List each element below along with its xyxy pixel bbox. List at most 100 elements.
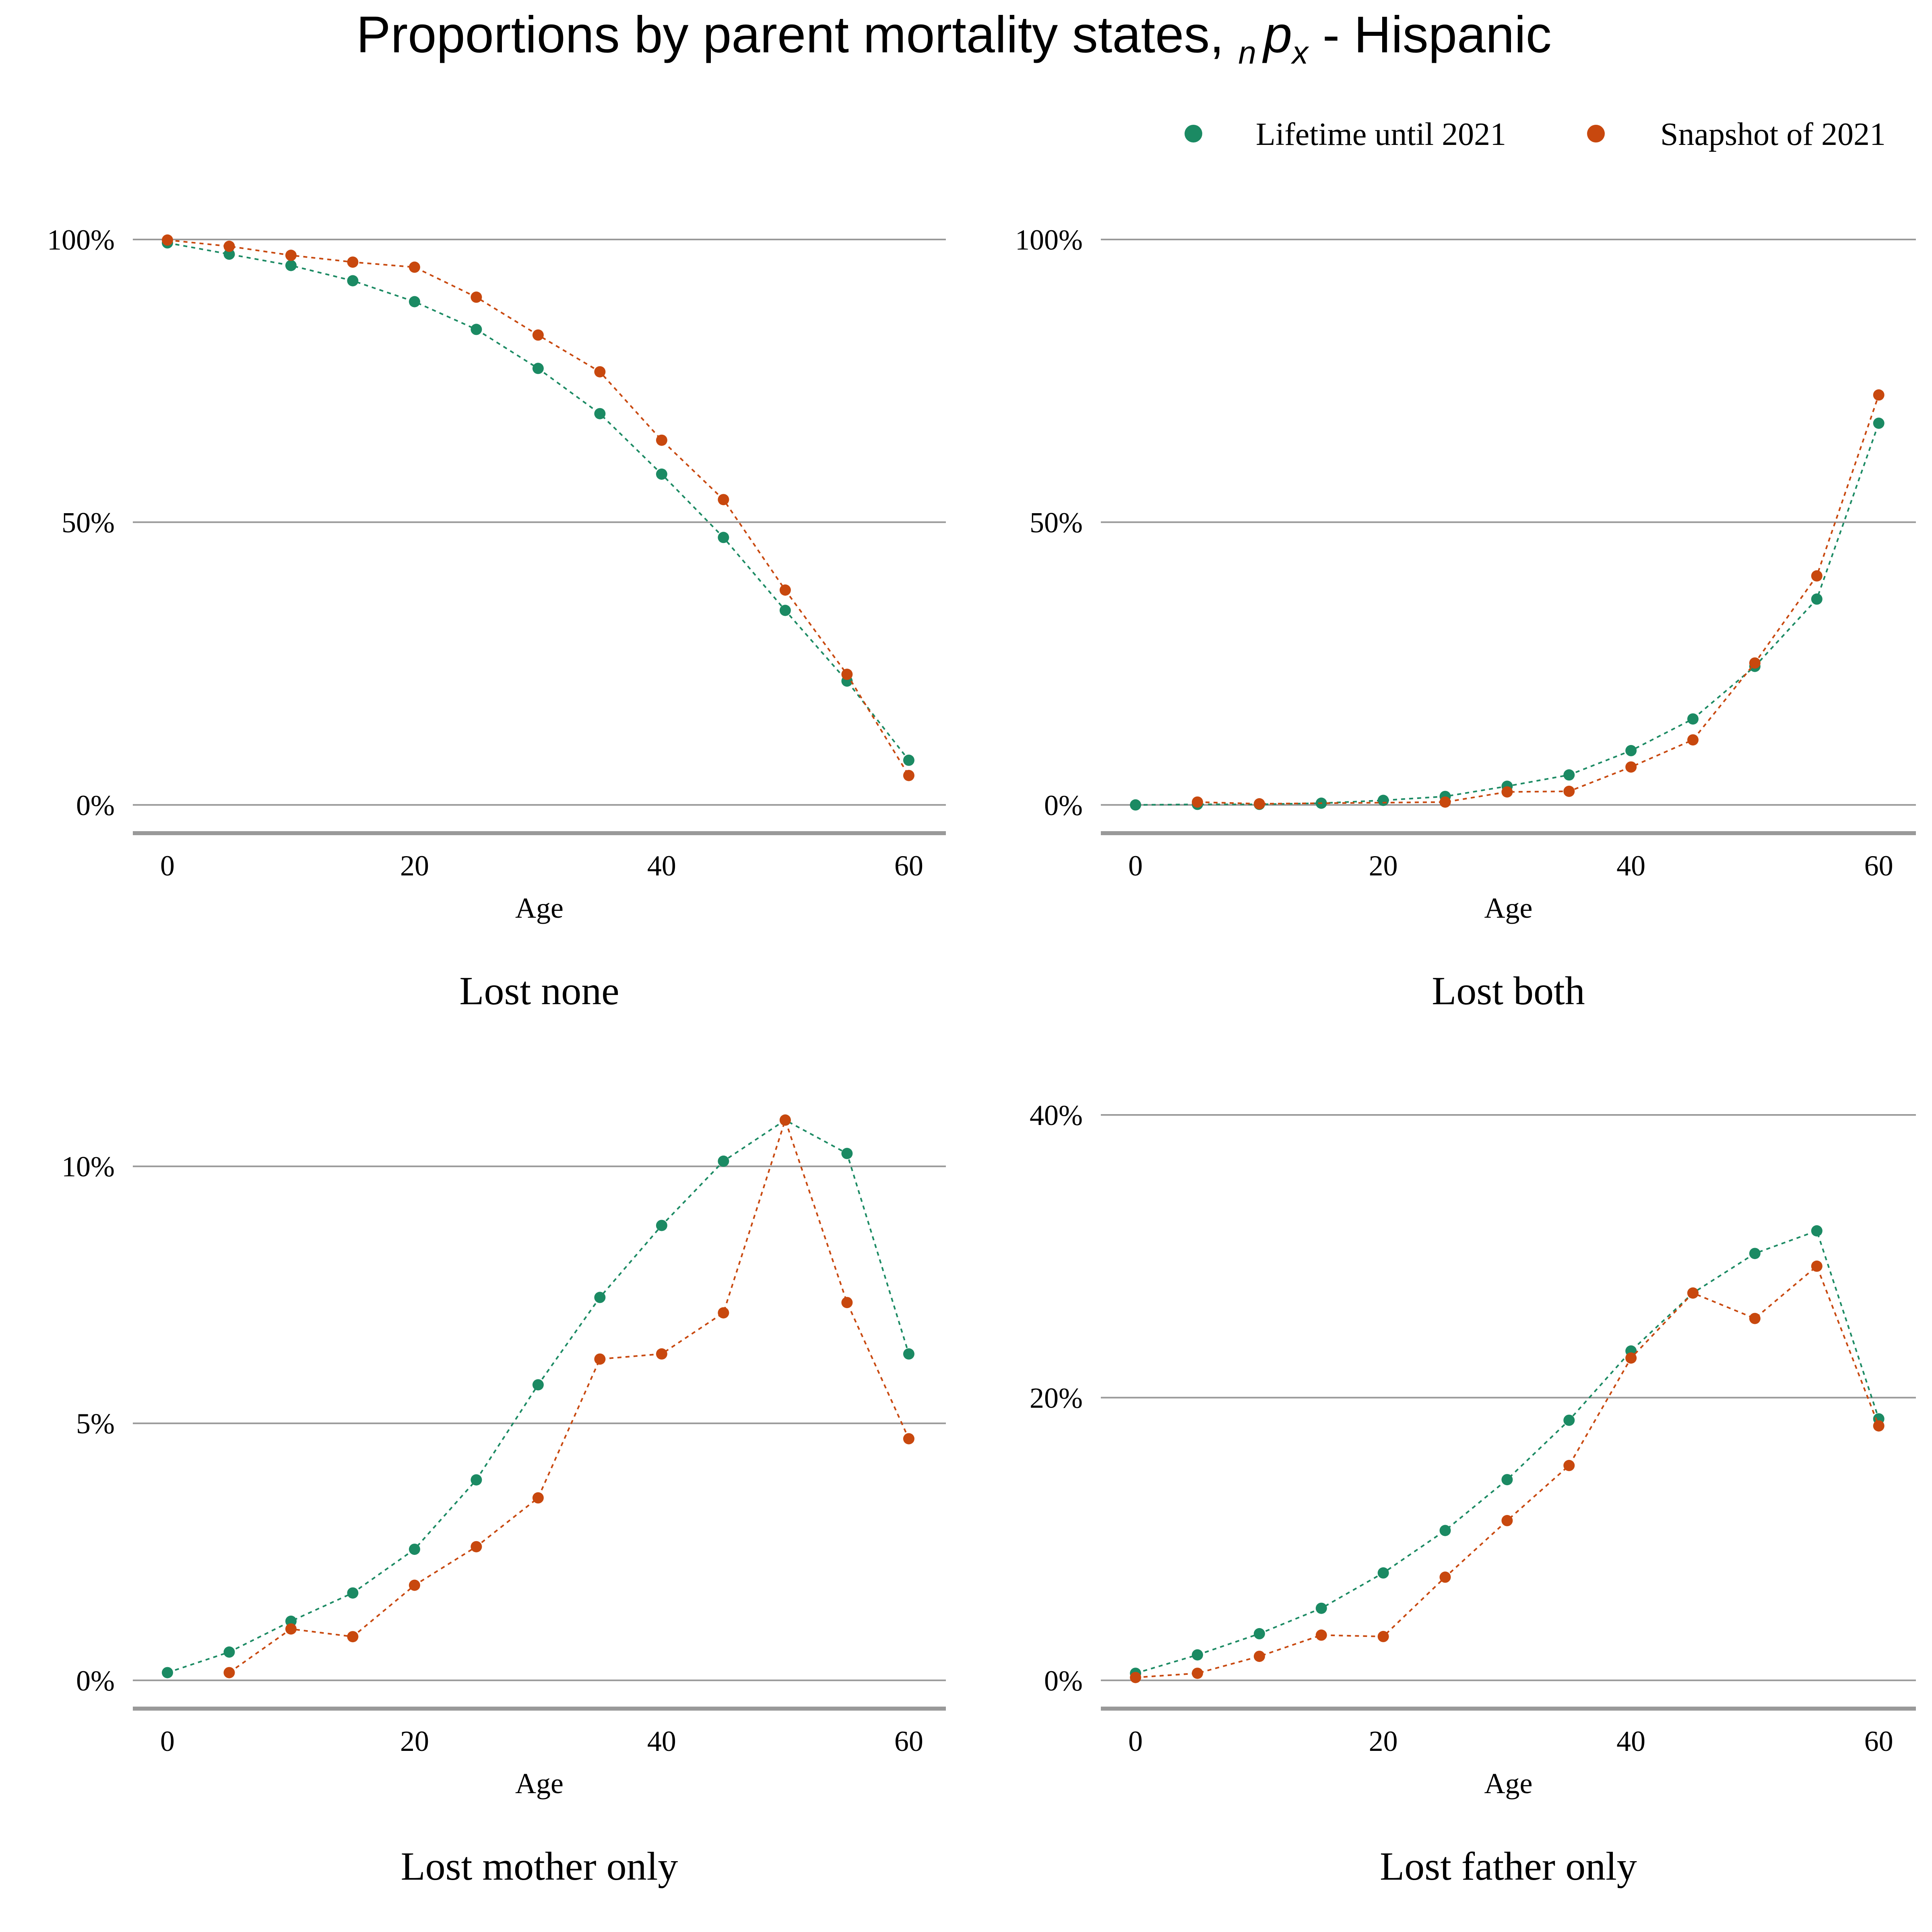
data-point-snapshot-lost-mother-only [409, 1579, 420, 1591]
data-point-snapshot-lost-mother-only [223, 1667, 235, 1678]
panel-lost-both: 0% 50% 100% 0 20 40 60 Age Lost both [1015, 224, 1916, 1013]
data-point-snapshot-lost-father-only [1130, 1672, 1141, 1683]
data-point-snapshot-lost-none [594, 366, 606, 378]
data-point-snapshot-lost-none [656, 434, 667, 446]
data-point-snapshot-lost-mother-only [594, 1353, 606, 1365]
panel-lost-none: 0% 50% 100% 0 20 40 60 Age Lost none [47, 224, 946, 1013]
data-point-lifetime-lost-mother-only [409, 1544, 420, 1555]
data-point-lifetime-lost-both [1811, 593, 1823, 605]
x-tick-label-lost-father-only: 40 [1616, 1725, 1645, 1757]
y-tick-label-lost-both: 100% [1015, 224, 1083, 256]
data-point-lifetime-lost-none [779, 605, 791, 616]
y-tick-label-lost-both: 50% [1030, 506, 1083, 539]
data-point-lifetime-lost-none [347, 275, 359, 287]
figure-title-text: Proportions by parent mortality states, … [356, 6, 1552, 70]
data-point-snapshot-lost-mother-only [841, 1297, 853, 1309]
y-tick-label-lost-father-only: 20% [1030, 1382, 1083, 1414]
data-point-lifetime-lost-father-only [1563, 1414, 1575, 1426]
x-tick-label-lost-both: 20 [1369, 850, 1398, 882]
x-tick-label-lost-none: 40 [647, 850, 676, 882]
data-point-lifetime-lost-none [594, 408, 606, 419]
data-point-snapshot-lost-father-only [1563, 1460, 1575, 1471]
series-line-lifetime-lost-father-only [1135, 1230, 1880, 1674]
x-tick-label-lost-mother-only: 40 [647, 1725, 676, 1757]
data-point-snapshot-lost-none [162, 234, 173, 246]
data-point-lifetime-lost-both [1625, 745, 1637, 756]
data-point-snapshot-lost-both [1439, 796, 1451, 808]
x-tick-label-lost-both: 40 [1616, 850, 1645, 882]
x-tick-label-lost-none: 20 [400, 850, 429, 882]
series-line-snapshot-lost-father-only [1135, 1265, 1880, 1678]
y-tick-label-lost-none: 0% [76, 789, 115, 822]
data-point-snapshot-lost-both [1749, 657, 1761, 669]
x-tick-label-lost-father-only: 20 [1369, 1725, 1398, 1757]
series-line-snapshot-lost-mother-only [229, 1117, 910, 1674]
data-point-snapshot-lost-none [285, 250, 297, 261]
data-point-snapshot-lost-father-only [1749, 1313, 1761, 1324]
x-axis-title-lost-mother-only: Age [515, 1767, 564, 1800]
data-point-lifetime-lost-mother-only [903, 1348, 914, 1360]
y-tick-label-lost-mother-only: 10% [62, 1151, 115, 1183]
data-point-snapshot-lost-both [1873, 389, 1885, 401]
data-point-lifetime-lost-mother-only [718, 1155, 729, 1167]
data-point-snapshot-lost-father-only [1625, 1352, 1637, 1364]
data-point-snapshot-lost-none [779, 584, 791, 596]
data-point-lifetime-lost-both [1130, 799, 1141, 811]
legend-label-lifetime: Lifetime until 2021 [1256, 117, 1506, 152]
series-line-lifetime-lost-mother-only [167, 1119, 910, 1674]
data-point-snapshot-lost-father-only [1192, 1668, 1203, 1679]
legend: Lifetime until 2021 Snapshot of 2021 [1185, 117, 1886, 152]
series-line-snapshot-lost-both [1197, 394, 1880, 805]
x-tick-label-lost-father-only: 60 [1864, 1725, 1893, 1757]
data-point-lifetime-lost-mother-only [347, 1587, 359, 1599]
data-point-snapshot-lost-both [1687, 734, 1699, 746]
data-point-snapshot-lost-mother-only [285, 1623, 297, 1635]
data-point-snapshot-lost-mother-only [532, 1492, 544, 1504]
data-point-lifetime-lost-father-only [1315, 1602, 1327, 1614]
data-point-lifetime-lost-none [223, 248, 235, 260]
series-line-lifetime-lost-none [167, 242, 910, 761]
y-tick-label-lost-father-only: 40% [1030, 1099, 1083, 1131]
data-point-lifetime-lost-father-only [1253, 1628, 1265, 1639]
data-point-lifetime-lost-both [1687, 713, 1699, 725]
data-point-lifetime-lost-father-only [1749, 1248, 1761, 1259]
data-point-snapshot-lost-none [903, 770, 914, 781]
data-point-snapshot-lost-both [1563, 786, 1575, 797]
data-point-snapshot-lost-none [409, 261, 420, 273]
series-line-lifetime-lost-both [1135, 423, 1880, 806]
panel-title-lost-father-only: Lost father only [1380, 1844, 1637, 1889]
data-point-lifetime-lost-none [903, 754, 914, 766]
x-tick-label-lost-mother-only: 60 [894, 1725, 923, 1757]
data-point-snapshot-lost-both [1192, 796, 1203, 808]
data-point-lifetime-lost-mother-only [285, 1615, 297, 1627]
data-point-lifetime-lost-both [1563, 769, 1575, 781]
data-point-lifetime-lost-none [285, 260, 297, 271]
data-point-snapshot-lost-mother-only [471, 1541, 482, 1552]
legend-marker-snapshot [1587, 125, 1605, 142]
y-tick-label-lost-mother-only: 0% [76, 1665, 115, 1697]
data-point-snapshot-lost-none [223, 240, 235, 252]
x-tick-label-lost-mother-only: 0 [160, 1725, 175, 1757]
panel-title-lost-none: Lost none [459, 968, 619, 1013]
data-point-snapshot-lost-none [841, 669, 853, 680]
data-point-lifetime-lost-father-only [1811, 1225, 1823, 1236]
data-point-snapshot-lost-mother-only [779, 1114, 791, 1126]
data-point-snapshot-lost-none [347, 256, 359, 268]
data-point-snapshot-lost-father-only [1315, 1629, 1327, 1641]
x-tick-label-lost-none: 60 [894, 850, 923, 882]
panel-title-lost-mother-only: Lost mother only [401, 1844, 678, 1889]
data-point-snapshot-lost-mother-only [718, 1307, 729, 1319]
x-axis-title-lost-father-only: Age [1484, 1767, 1533, 1800]
data-point-snapshot-lost-father-only [1873, 1420, 1885, 1432]
data-point-snapshot-lost-mother-only [347, 1631, 359, 1643]
x-tick-label-lost-none: 0 [160, 850, 175, 882]
data-point-lifetime-lost-mother-only [532, 1379, 544, 1391]
data-point-snapshot-lost-father-only [1501, 1515, 1513, 1526]
y-tick-label-lost-none: 100% [47, 224, 115, 256]
data-point-snapshot-lost-none [718, 494, 729, 506]
series-line-snapshot-lost-none [167, 239, 910, 776]
data-point-snapshot-lost-father-only [1687, 1287, 1699, 1299]
data-point-snapshot-lost-none [471, 291, 482, 303]
data-point-snapshot-lost-both [1253, 798, 1265, 809]
